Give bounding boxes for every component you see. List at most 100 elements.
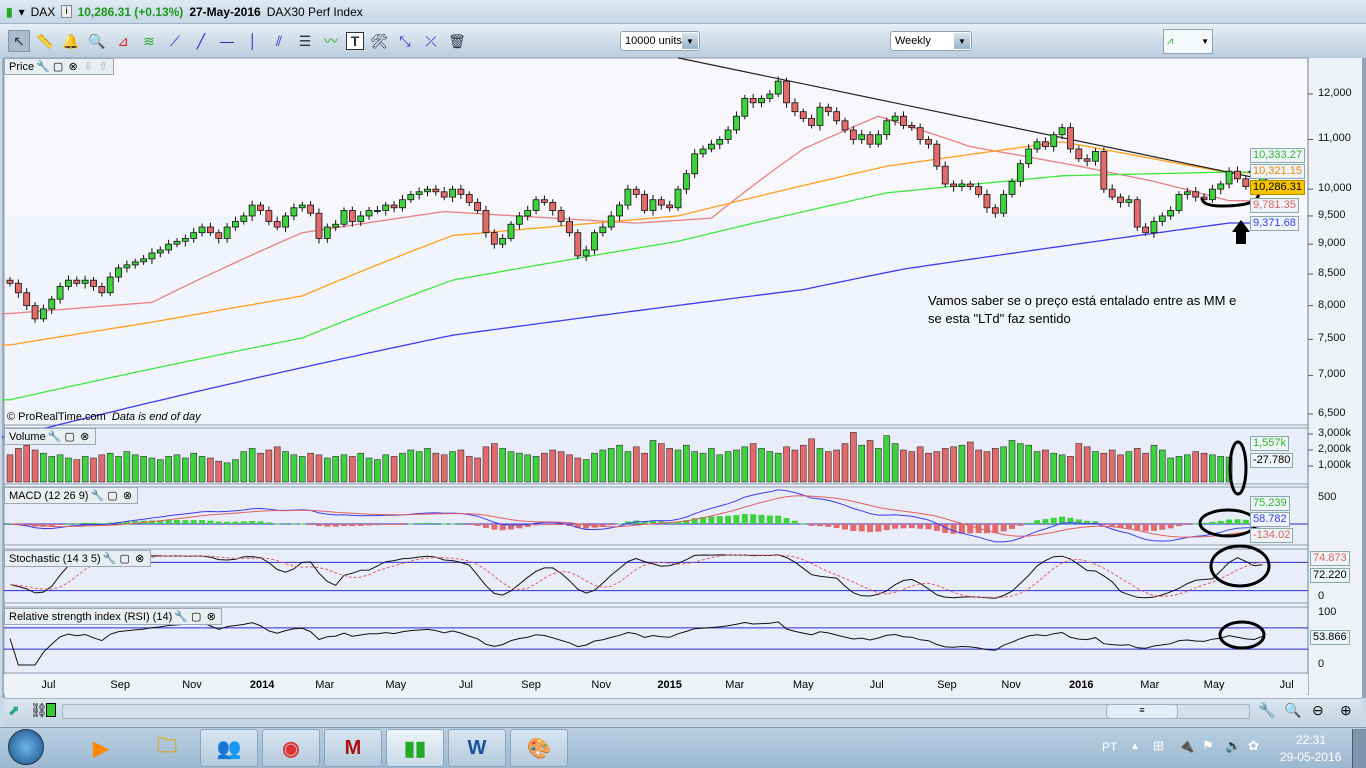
symbol[interactable]: DAX xyxy=(30,4,56,19)
chart-tools-icon[interactable]: 🔧 xyxy=(1258,702,1276,718)
timeframe-dropdown[interactable]: Weekly ▼ xyxy=(890,31,972,51)
network-icon[interactable]: ✿ xyxy=(1248,738,1259,753)
candle-up xyxy=(48,298,56,310)
close-icon[interactable]: ⊗ xyxy=(122,490,133,502)
paint-icon[interactable]: 🎨 xyxy=(510,729,568,767)
fibonacci-icon[interactable]: ☰ xyxy=(298,32,312,49)
candle-down xyxy=(98,286,106,294)
candle-down xyxy=(966,183,974,187)
maximize-icon[interactable]: ▢ xyxy=(119,553,130,565)
close-icon[interactable]: ⊗ xyxy=(206,611,216,623)
text-tool-icon[interactable]: T xyxy=(346,32,364,50)
prorealtime-icon[interactable]: ▮▮ xyxy=(386,729,444,767)
volume-bar xyxy=(891,443,899,483)
scrollbar-thumb[interactable]: ≡ xyxy=(1106,704,1178,719)
language-indicator[interactable]: PT xyxy=(1102,740,1118,754)
macd-histogram-bar xyxy=(299,523,306,525)
start-button[interactable] xyxy=(8,729,44,765)
windows-icon[interactable]: ⊞ xyxy=(1153,738,1164,753)
media-player-icon[interactable]: ▶ xyxy=(93,737,109,760)
wrench-icon[interactable]: 🔧 xyxy=(36,61,50,73)
add-indicator-button[interactable]: ⩘ ▼ xyxy=(1163,29,1213,54)
maximize-icon[interactable]: ▢ xyxy=(107,490,118,502)
parallel-lines-icon[interactable]: ⫽ xyxy=(275,32,283,49)
maximize-icon[interactable]: ▢ xyxy=(191,611,202,623)
candlestick-icon[interactable]: ▮ xyxy=(6,4,13,19)
mcafee-icon[interactable]: M xyxy=(324,729,382,767)
wrench-icon[interactable]: 🔧 xyxy=(102,553,117,565)
volume-bar xyxy=(850,432,857,483)
move-icon[interactable]: ⤡ xyxy=(399,32,411,49)
macd-histogram-bar xyxy=(357,524,364,526)
chrome-icon[interactable]: ◉ xyxy=(262,729,320,767)
instrument-name: DAX30 Perf Index xyxy=(266,4,363,19)
zoom-out-icon[interactable]: ⊖ xyxy=(1312,702,1324,718)
cross-line-icon[interactable]: ⤫ xyxy=(425,32,437,49)
macd-histogram-bar xyxy=(583,524,590,529)
candle-up xyxy=(1016,163,1024,182)
macd-histogram-bar xyxy=(875,524,882,532)
units-dropdown[interactable]: 10000 units ▼ xyxy=(620,31,700,51)
candle-down xyxy=(307,204,315,214)
horizontal-scrollbar[interactable] xyxy=(62,704,1250,719)
line-icon[interactable]: ╱ xyxy=(196,32,206,49)
chart-style-icon[interactable]: ⛓ xyxy=(30,702,48,718)
move-up-icon[interactable]: ⇧ xyxy=(98,61,108,73)
ruler-icon[interactable]: 📏 xyxy=(36,32,54,49)
x-axis-label: Mar xyxy=(315,679,335,691)
power-icon[interactable]: 🔌 xyxy=(1178,738,1195,753)
units-value: 10000 units xyxy=(625,35,682,47)
candle-up xyxy=(382,204,390,211)
close-icon[interactable]: ⊗ xyxy=(68,61,78,73)
annotation-ellipse-volume xyxy=(1228,440,1248,496)
vertical-line-icon[interactable]: │ xyxy=(248,33,258,49)
tools-icon[interactable]: 🛠 xyxy=(370,32,388,49)
symbol-dropdown-icon[interactable]: ▾ xyxy=(18,4,25,19)
wrench-icon[interactable]: 🔧 xyxy=(47,431,62,443)
move-down-icon[interactable]: ⇩ xyxy=(83,61,93,73)
show-hidden-icons[interactable]: ▲ xyxy=(1130,741,1140,752)
magnifier-icon[interactable]: 🔍 xyxy=(88,32,106,49)
candle-up xyxy=(1025,148,1033,165)
channel-pattern-icon[interactable]: ≋ xyxy=(143,32,155,49)
wrench-icon[interactable]: 🔧 xyxy=(174,611,189,623)
horizontal-line-icon[interactable]: — xyxy=(220,33,234,49)
macd-histogram-bar xyxy=(850,524,857,531)
moving-average-line-3 xyxy=(1,222,1267,438)
macd-histogram-bar xyxy=(733,515,740,524)
volume-bar xyxy=(232,459,239,483)
volume-bar xyxy=(332,456,339,483)
alarm-bell-icon[interactable]: 🔔 xyxy=(62,32,80,49)
close-icon[interactable]: ⊗ xyxy=(135,553,145,565)
candle-down xyxy=(1108,188,1116,198)
wrench-icon[interactable]: 🔧 xyxy=(90,490,105,502)
info-icon[interactable]: i xyxy=(61,5,72,18)
macd-histogram-bar xyxy=(1117,524,1124,528)
clock-date[interactable]: 29-05-2016 xyxy=(1280,750,1342,764)
regression-channel-icon[interactable]: 〰 xyxy=(324,33,338,49)
candle-style-icon[interactable] xyxy=(46,703,56,717)
volume-bar xyxy=(182,457,189,483)
clock-time[interactable]: 22:31 xyxy=(1296,733,1327,747)
zoom-in-icon[interactable]: ⊕ xyxy=(1340,702,1352,718)
trash-icon[interactable]: 🗑 xyxy=(448,32,466,49)
volume-icon[interactable]: 🔊 xyxy=(1225,738,1242,753)
macd-histogram-bar xyxy=(290,523,297,525)
macd-histogram-bar xyxy=(691,518,698,524)
segment-icon[interactable]: ⟋ xyxy=(170,32,180,49)
show-desktop-button[interactable] xyxy=(1352,729,1366,768)
chart-settings-icon[interactable]: ⬈ xyxy=(8,702,20,718)
triangle-pattern-icon[interactable]: ⊿ xyxy=(117,32,129,49)
flag-icon[interactable]: ⚑ xyxy=(1202,738,1214,753)
maximize-icon[interactable]: ▢ xyxy=(64,431,75,443)
file-explorer-icon[interactable]: 🗀 xyxy=(157,735,177,757)
pointer-icon[interactable]: ↖ xyxy=(8,30,30,52)
auto-zoom-icon[interactable]: 🔍 xyxy=(1284,702,1302,718)
messenger-icon[interactable]: 👥 xyxy=(200,729,258,767)
maximize-icon[interactable]: ▢ xyxy=(52,61,64,73)
close-icon[interactable]: ⊗ xyxy=(80,431,90,443)
word-icon[interactable]: W xyxy=(448,729,506,767)
x-axis-label: Jul xyxy=(869,679,884,691)
candle-down xyxy=(73,279,81,284)
